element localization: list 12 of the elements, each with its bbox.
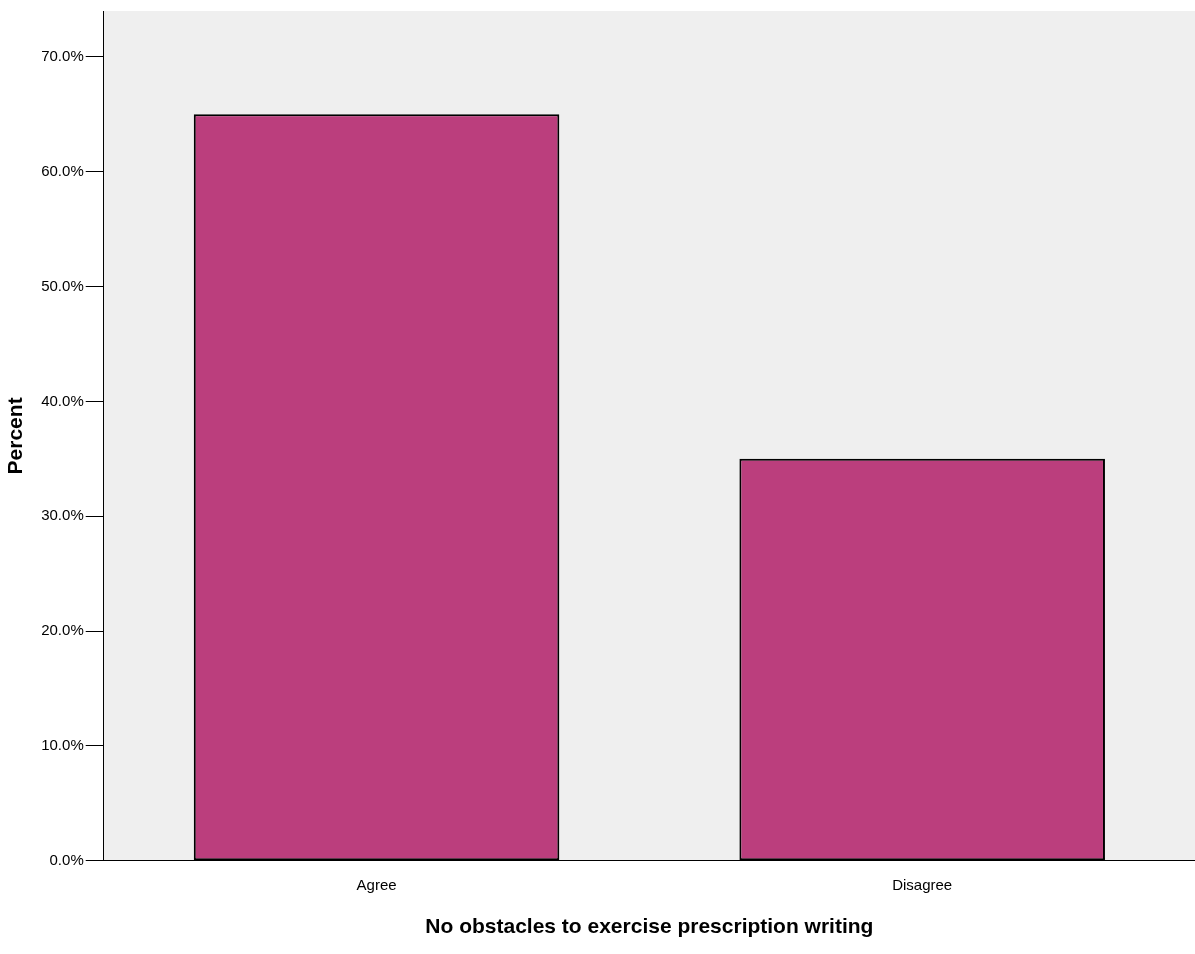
x-tick-label: Agree (356, 875, 397, 893)
y-tick-label: 20.0% (41, 621, 84, 639)
y-tick-label: 10.0% (41, 736, 84, 754)
x-tick-label: Disagree (892, 875, 953, 893)
y-tick-label: 60.0% (41, 161, 84, 179)
y-axis-title: Percent (3, 397, 27, 475)
y-tick-label: 70.0% (41, 47, 84, 65)
y-tick-label: 30.0% (41, 506, 84, 524)
y-tick-label: 0.0% (49, 850, 84, 868)
x-axis-title: No obstacles to exercise prescription writing (425, 914, 874, 938)
y-tick-label: 50.0% (41, 276, 84, 294)
y-tick-label: 40.0% (41, 391, 84, 409)
